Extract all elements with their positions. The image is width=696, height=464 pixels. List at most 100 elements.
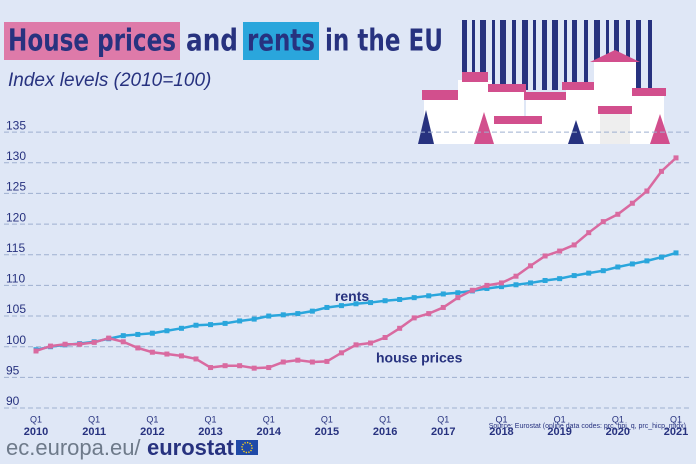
footer-brand: eurostat bbox=[147, 435, 234, 460]
x-tick-label: Q1 bbox=[612, 414, 624, 424]
x-tick-label: 2020 bbox=[606, 426, 630, 438]
x-tick-label: Q1 bbox=[88, 414, 100, 424]
y-tick-label: 90 bbox=[6, 394, 20, 408]
data-point bbox=[484, 282, 490, 288]
data-point bbox=[397, 325, 403, 331]
data-point bbox=[266, 365, 272, 371]
title-part: rents bbox=[247, 24, 315, 59]
x-tick-label: Q1 bbox=[146, 414, 158, 424]
data-point bbox=[586, 230, 592, 236]
data-point bbox=[193, 322, 199, 328]
x-tick-label: 2011 bbox=[82, 426, 106, 438]
x-tick-label: Q1 bbox=[495, 414, 507, 424]
x-tick-label: 2013 bbox=[198, 426, 222, 438]
title: House prices and rents in the EU bbox=[8, 24, 443, 59]
illustration bbox=[418, 20, 670, 144]
data-point bbox=[135, 331, 141, 337]
data-point bbox=[324, 358, 330, 364]
x-tick-label: 2015 bbox=[315, 426, 339, 438]
data-point bbox=[222, 363, 228, 369]
data-point bbox=[309, 359, 315, 365]
data-point bbox=[658, 254, 664, 260]
footer-url: ec.europa.eu/ bbox=[6, 435, 141, 460]
data-point bbox=[455, 295, 461, 301]
x-tick-label: Q1 bbox=[263, 414, 275, 424]
data-point bbox=[528, 263, 534, 269]
x-tick-label: Q1 bbox=[205, 414, 217, 424]
data-point bbox=[266, 313, 272, 319]
data-point bbox=[193, 356, 199, 362]
data-point bbox=[455, 290, 461, 296]
data-point bbox=[644, 258, 650, 264]
data-point bbox=[600, 268, 606, 274]
series-label: house prices bbox=[376, 350, 463, 366]
data-point bbox=[338, 303, 344, 309]
title-part: House prices bbox=[8, 24, 176, 59]
source: Source: Eurostat (online data codes: prc… bbox=[489, 423, 686, 430]
y-tick-label: 100 bbox=[6, 333, 26, 347]
data-point bbox=[426, 311, 432, 317]
data-point bbox=[120, 333, 126, 339]
data-point bbox=[411, 295, 417, 301]
series-label: rents bbox=[335, 288, 369, 304]
data-point bbox=[673, 155, 679, 161]
title-highlight bbox=[243, 22, 319, 60]
data-point bbox=[135, 345, 141, 351]
x-tick-label: 2019 bbox=[547, 426, 571, 438]
data-point bbox=[571, 242, 577, 248]
data-point bbox=[368, 340, 374, 346]
data-point bbox=[48, 343, 54, 349]
title-part: and bbox=[186, 24, 238, 59]
data-point bbox=[62, 341, 68, 347]
data-point bbox=[324, 304, 330, 310]
x-tick-label: Q1 bbox=[437, 414, 449, 424]
data-point bbox=[309, 308, 315, 314]
data-point bbox=[484, 285, 490, 291]
y-tick-label: 110 bbox=[6, 272, 25, 286]
x-tick-label: Q1 bbox=[30, 414, 42, 424]
x-tick-label: 2021 bbox=[664, 426, 688, 438]
data-point bbox=[164, 351, 170, 357]
data-point bbox=[440, 304, 446, 310]
data-point bbox=[629, 261, 635, 267]
data-point bbox=[615, 264, 621, 270]
data-point bbox=[629, 200, 635, 206]
data-point bbox=[557, 276, 563, 282]
data-point bbox=[178, 325, 184, 331]
data-point bbox=[440, 291, 446, 297]
data-point bbox=[615, 211, 621, 217]
x-tick-label: 2018 bbox=[489, 426, 513, 438]
data-point bbox=[513, 273, 519, 279]
data-point bbox=[368, 300, 374, 306]
data-point bbox=[208, 365, 214, 371]
x-tick-label: Q1 bbox=[321, 414, 333, 424]
x-tick-label: Q1 bbox=[554, 414, 566, 424]
data-point bbox=[571, 273, 577, 279]
data-point bbox=[411, 315, 417, 321]
data-point bbox=[382, 298, 388, 304]
data-point bbox=[528, 280, 534, 286]
y-tick-label: 130 bbox=[6, 149, 26, 163]
data-point bbox=[338, 350, 344, 356]
data-point bbox=[658, 168, 664, 174]
data-point bbox=[353, 342, 359, 348]
data-point bbox=[77, 341, 83, 347]
y-tick-label: 125 bbox=[6, 180, 26, 194]
data-point bbox=[222, 320, 228, 326]
data-point bbox=[149, 330, 155, 336]
x-tick-label: 2014 bbox=[256, 426, 281, 438]
x-tick-label: Q1 bbox=[670, 414, 682, 424]
data-point bbox=[120, 339, 126, 345]
x-tick-label: 2010 bbox=[24, 426, 48, 438]
subtitle: Index levels (2010=100) bbox=[8, 70, 211, 91]
x-tick-label: Q1 bbox=[379, 414, 391, 424]
y-tick-label: 120 bbox=[6, 210, 26, 224]
data-point bbox=[498, 284, 504, 290]
data-point bbox=[237, 363, 243, 369]
data-point bbox=[600, 219, 606, 225]
data-point bbox=[586, 270, 592, 276]
x-tick-label: 2012 bbox=[140, 426, 164, 438]
x-tick-label: 2017 bbox=[431, 426, 455, 438]
data-point bbox=[469, 287, 475, 293]
